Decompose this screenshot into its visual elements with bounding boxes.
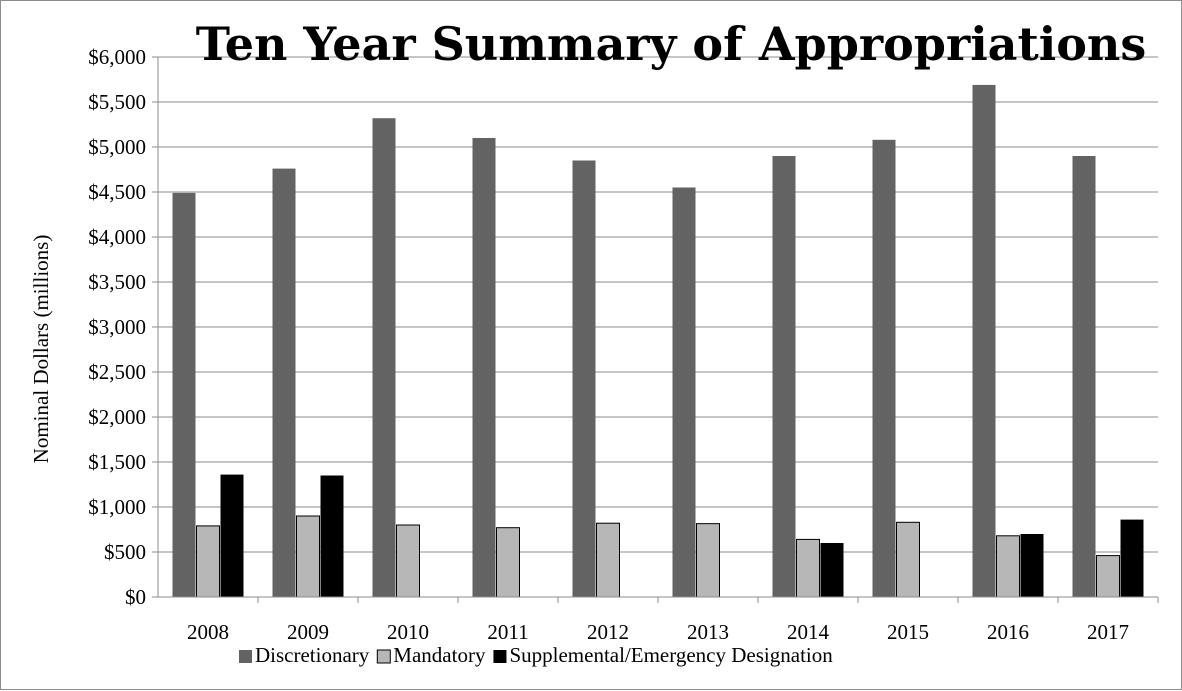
- legend: Discretionary Mandatory Supplemental/Emerg…: [239, 643, 833, 667]
- bar-mandatory-2017: [1096, 555, 1120, 598]
- bar-discretionary-2008: [172, 192, 196, 597]
- bar-mandatory-2012: [596, 522, 620, 598]
- y-axis-label: Nominal Dollars (millions): [29, 235, 53, 464]
- chart-title: Ten Year Summary of Appropriations: [196, 17, 1146, 71]
- legend-label: Discretionary: [255, 643, 370, 667]
- axes: [152, 56, 1159, 603]
- bar-supplemental-emergency-designation-2008: [220, 474, 244, 597]
- x-tick-label: 2016: [987, 620, 1029, 644]
- bar-mandatory-2011: [496, 527, 520, 598]
- bar-discretionary-2012: [572, 160, 596, 597]
- bar-discretionary-2009: [272, 168, 296, 597]
- x-tick-label: 2009: [287, 620, 329, 644]
- x-tick-label: 2014: [787, 620, 830, 644]
- x-tick-label: 2012: [587, 620, 629, 644]
- x-tick-label: 2017: [1087, 620, 1129, 644]
- gridlines: [158, 56, 1158, 553]
- legend-label: Mandatory: [393, 643, 486, 667]
- y-tick-label: $2,000: [88, 405, 146, 429]
- y-tick-label: $6,000: [88, 45, 146, 69]
- bar-supplemental-emergency-designation-2017: [1120, 519, 1144, 597]
- legend-swatch: [376, 649, 391, 664]
- y-tick-label: $5,000: [88, 135, 146, 159]
- y-tick-label: $1,000: [88, 495, 146, 519]
- bar-discretionary-2017: [1072, 156, 1096, 597]
- x-tick-label: 2011: [487, 620, 528, 644]
- bar-discretionary-2016: [972, 84, 996, 597]
- legend-swatch: [493, 650, 507, 663]
- y-tick-label: $3,000: [88, 315, 146, 339]
- bar-mandatory-2008: [196, 525, 220, 598]
- x-tick-label: 2015: [887, 620, 929, 644]
- bars: [172, 84, 1144, 598]
- y-tick-label: $4,500: [88, 180, 146, 204]
- bar-mandatory-2014: [796, 538, 820, 598]
- y-tick-label: $3,500: [88, 270, 146, 294]
- bar-supplemental-emergency-designation-2014: [820, 543, 844, 597]
- bar-mandatory-2009: [296, 515, 320, 598]
- y-tick-label: $500: [104, 540, 146, 564]
- y-tick-label: $1,500: [88, 450, 146, 474]
- bar-mandatory-2015: [896, 521, 920, 598]
- x-tick-label: 2013: [687, 620, 729, 644]
- bar-discretionary-2015: [872, 139, 896, 598]
- y-tick-label: $2,500: [88, 360, 146, 384]
- y-tick-label: $4,000: [88, 225, 146, 249]
- bar-discretionary-2010: [372, 118, 396, 597]
- x-tick-label: 2010: [387, 620, 429, 644]
- legend-swatch: [239, 650, 252, 663]
- x-tick-label: 2008: [187, 620, 229, 644]
- bar-discretionary-2013: [672, 187, 696, 597]
- y-tick-labels: $0 $500 $1,000 $1,500 $2,000 $2,500 $3,000 $3,5…: [88, 45, 146, 609]
- x-tick-labels: 2008 2009 2010 2011 2012 2013 2014 2015 2016 2017: [187, 620, 1129, 644]
- legend-label: Supplemental/Emergency Designation: [509, 643, 833, 667]
- y-tick-label: $5,500: [88, 90, 146, 114]
- bar-supplemental-emergency-designation-2009: [320, 475, 344, 597]
- bar-mandatory-2013: [696, 523, 720, 598]
- bar-discretionary-2014: [772, 156, 796, 597]
- bar-mandatory-2016: [996, 535, 1020, 598]
- bar-mandatory-2010: [396, 524, 420, 598]
- bar-supplemental-emergency-designation-2016: [1020, 534, 1044, 597]
- y-tick-label: $0: [125, 585, 146, 609]
- bar-discretionary-2011: [472, 138, 496, 597]
